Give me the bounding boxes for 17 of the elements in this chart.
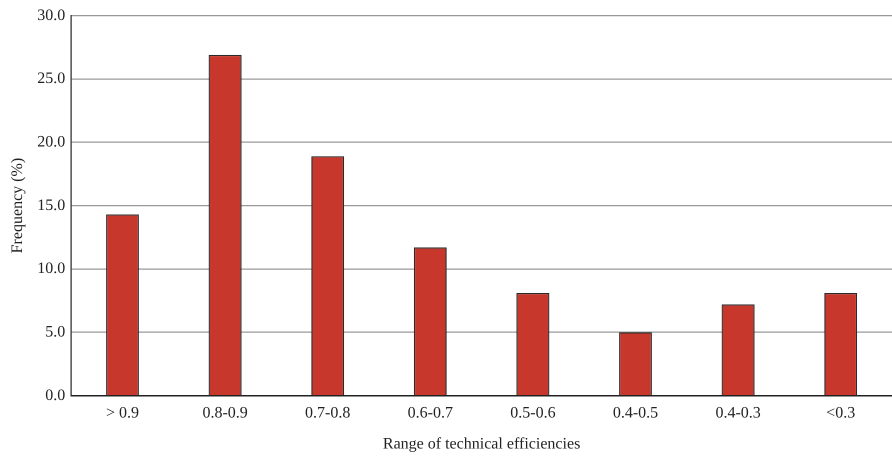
x-tick-label: 0.8-0.9: [202, 404, 248, 422]
y-tick-label: 25.0: [37, 70, 66, 88]
y-axis-title: Frequency (%): [8, 158, 26, 254]
x-tick-label: 0.5-0.6: [510, 404, 556, 422]
y-tick-label: 20.0: [37, 133, 66, 150]
x-tick-label: <0.3: [826, 404, 856, 422]
y-tick-label: 5.0: [45, 323, 66, 340]
x-tick-label: 0.7-0.8: [305, 404, 350, 422]
y-tick-label: 10.0: [37, 260, 66, 278]
y-tick-label: 30.0: [37, 6, 66, 24]
x-tick-label: > 0.9: [106, 404, 140, 422]
x-tick-label: 0.6-0.7: [408, 404, 453, 422]
y-tick-label: 0.0: [45, 386, 66, 404]
y-tick-label: 15.0: [37, 196, 66, 214]
x-axis-title: Range of technical efficiencies: [382, 436, 580, 453]
x-tick-label: 0.4-0.5: [612, 404, 658, 422]
x-tick-label: 0.4-0.3: [715, 404, 761, 422]
